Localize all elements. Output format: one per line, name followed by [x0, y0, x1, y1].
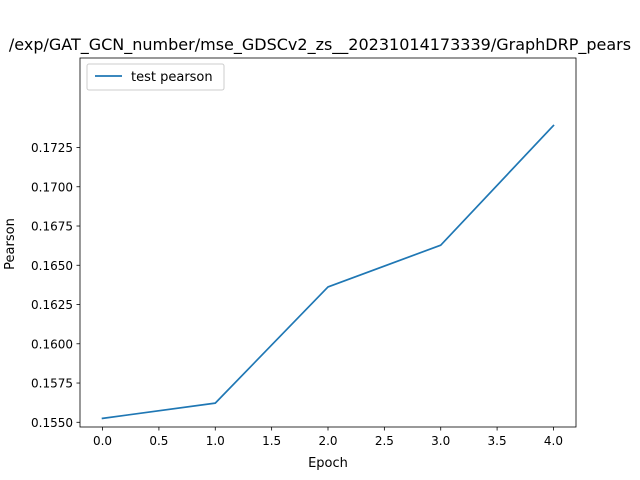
y-tick-label: 0.1725 — [31, 141, 73, 155]
chart-title: /exp/GAT_GCN_number/mse_GDSCv2_zs__20231… — [9, 35, 631, 55]
x-axis-ticks: 0.0 0.5 1.0 1.5 2.0 2.5 3.0 3.5 4.0 — [93, 427, 563, 448]
x-tick-label: 2.5 — [375, 434, 394, 448]
x-tick-label: 1.0 — [206, 434, 225, 448]
y-tick-label: 0.1675 — [31, 220, 73, 234]
y-tick-label: 0.1575 — [31, 377, 73, 391]
y-tick-label: 0.1650 — [31, 259, 73, 273]
x-tick-label: 0.0 — [93, 434, 112, 448]
y-axis-label: Pearson — [3, 218, 18, 270]
x-tick-label: 3.5 — [488, 434, 507, 448]
series-layer — [101, 124, 555, 420]
y-tick-label: 0.1625 — [31, 298, 73, 312]
legend-label: test pearson — [131, 70, 213, 85]
x-tick-label: 2.0 — [318, 434, 337, 448]
series-line-0 — [101, 124, 555, 420]
x-tick-label: 4.0 — [544, 434, 563, 448]
x-axis-label: Epoch — [308, 456, 348, 471]
x-tick-label: 0.5 — [149, 434, 168, 448]
y-tick-label: 0.1600 — [31, 337, 73, 351]
y-tick-label: 0.1550 — [31, 416, 73, 430]
legend-box — [86, 63, 225, 91]
y-axis-ticks: 0.1550 0.1575 0.1600 0.1625 0.1650 0.1675 0.17… — [31, 141, 80, 430]
x-tick-label: 3.0 — [431, 434, 450, 448]
x-tick-label: 1.5 — [262, 434, 281, 448]
legend: test pearson — [86, 63, 225, 91]
y-tick-label: 0.1700 — [31, 180, 73, 194]
